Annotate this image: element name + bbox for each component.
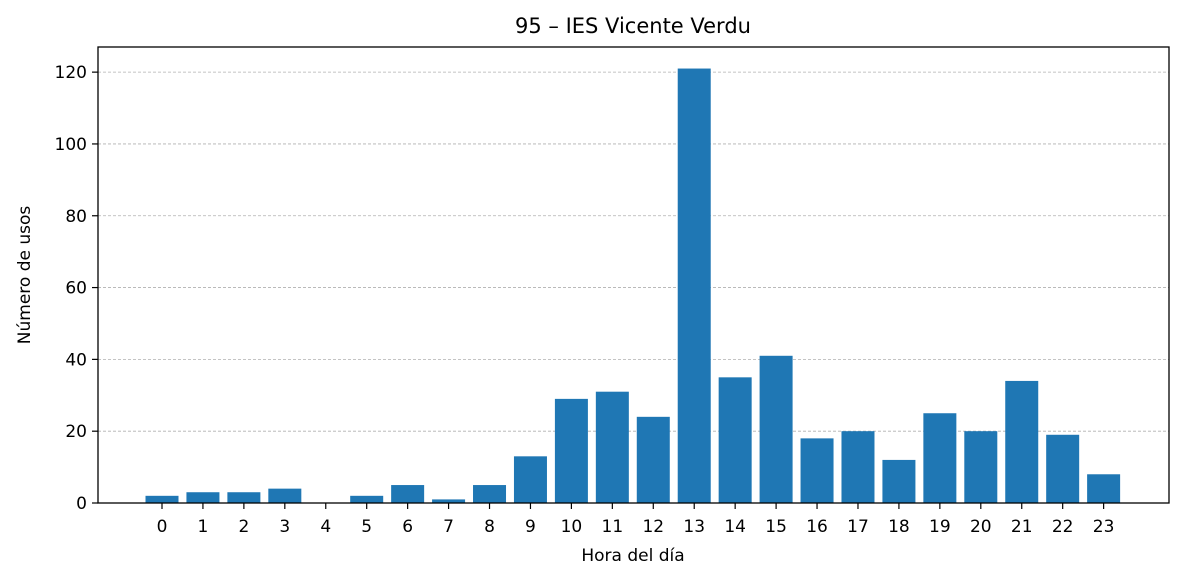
x-tick-label: 23 (1093, 517, 1115, 537)
x-tick-label: 2 (238, 517, 249, 537)
x-tick-label: 17 (847, 517, 869, 537)
y-tick-label: 20 (65, 422, 87, 442)
bar-hour-14 (718, 377, 752, 503)
x-tick-label: 7 (443, 517, 454, 537)
x-axis-label: Hora del día (581, 546, 684, 566)
x-tick-label: 14 (724, 517, 746, 537)
x-tick-label: 11 (602, 517, 624, 537)
y-tick-label: 120 (55, 63, 87, 83)
x-tick-label: 1 (198, 517, 209, 537)
chart-title: 95 – IES Vicente Verdu (515, 14, 751, 38)
x-tick-label: 16 (806, 517, 828, 537)
x-tick-label: 19 (929, 517, 951, 537)
x-tick-label: 18 (888, 517, 910, 537)
bar-hour-11 (595, 391, 629, 503)
x-tick-label: 10 (561, 517, 583, 537)
x-tick-label: 3 (279, 517, 290, 537)
x-tick-label: 22 (1052, 517, 1074, 537)
bar-hour-19 (923, 413, 957, 503)
gridlines (98, 71, 1169, 432)
x-tick-label: 15 (765, 517, 787, 537)
y-tick-label: 40 (65, 350, 87, 370)
bar-hour-1 (186, 492, 220, 503)
bar-hour-3 (268, 488, 302, 503)
x-tick-label: 12 (642, 517, 664, 537)
bar-hour-8 (473, 485, 507, 503)
x-tick-label: 20 (970, 517, 992, 537)
bar-hour-16 (800, 438, 834, 503)
bar-hour-10 (554, 398, 588, 503)
bar-hour-18 (882, 459, 916, 503)
x-tick-label: 21 (1011, 517, 1033, 537)
y-tick-label: 100 (55, 135, 87, 155)
bar-hour-15 (759, 355, 793, 503)
bar-hour-5 (350, 495, 384, 503)
plot-frame (97, 46, 1170, 504)
y-tick-label: 80 (65, 207, 87, 227)
bar-hour-12 (636, 416, 670, 503)
y-tick-label: 60 (65, 279, 87, 299)
bar-hour-2 (227, 492, 261, 503)
bar-hour-20 (964, 431, 998, 503)
bar-hour-7 (432, 499, 466, 503)
bar-hour-17 (841, 431, 875, 503)
x-tick-label: 13 (683, 517, 705, 537)
x-tick-label: 6 (402, 517, 413, 537)
bar-hour-6 (391, 485, 425, 503)
x-tick-label: 0 (157, 517, 168, 537)
bar-hour-21 (1005, 380, 1039, 503)
bar-hour-13 (677, 68, 711, 503)
bar-hour-23 (1087, 474, 1121, 503)
x-tick-label: 4 (320, 517, 331, 537)
x-tick-label: 5 (361, 517, 372, 537)
x-tick-label: 8 (484, 517, 495, 537)
y-tick-label: 0 (76, 494, 87, 514)
bars (145, 68, 1121, 503)
y-axis-label: Número de usos (15, 206, 35, 345)
y-axis: 0 20 40 60 80 100 120 (55, 63, 98, 514)
bar-hour-9 (513, 456, 547, 503)
x-axis: 0 1 2 3 4 5 6 7 8 9 10 11 12 13 14 15 16 17 18 19 20 21 22 23 (157, 503, 1115, 537)
bar-hour-0 (145, 495, 179, 503)
bar-hour-22 (1046, 434, 1080, 503)
x-tick-label: 9 (525, 517, 536, 537)
